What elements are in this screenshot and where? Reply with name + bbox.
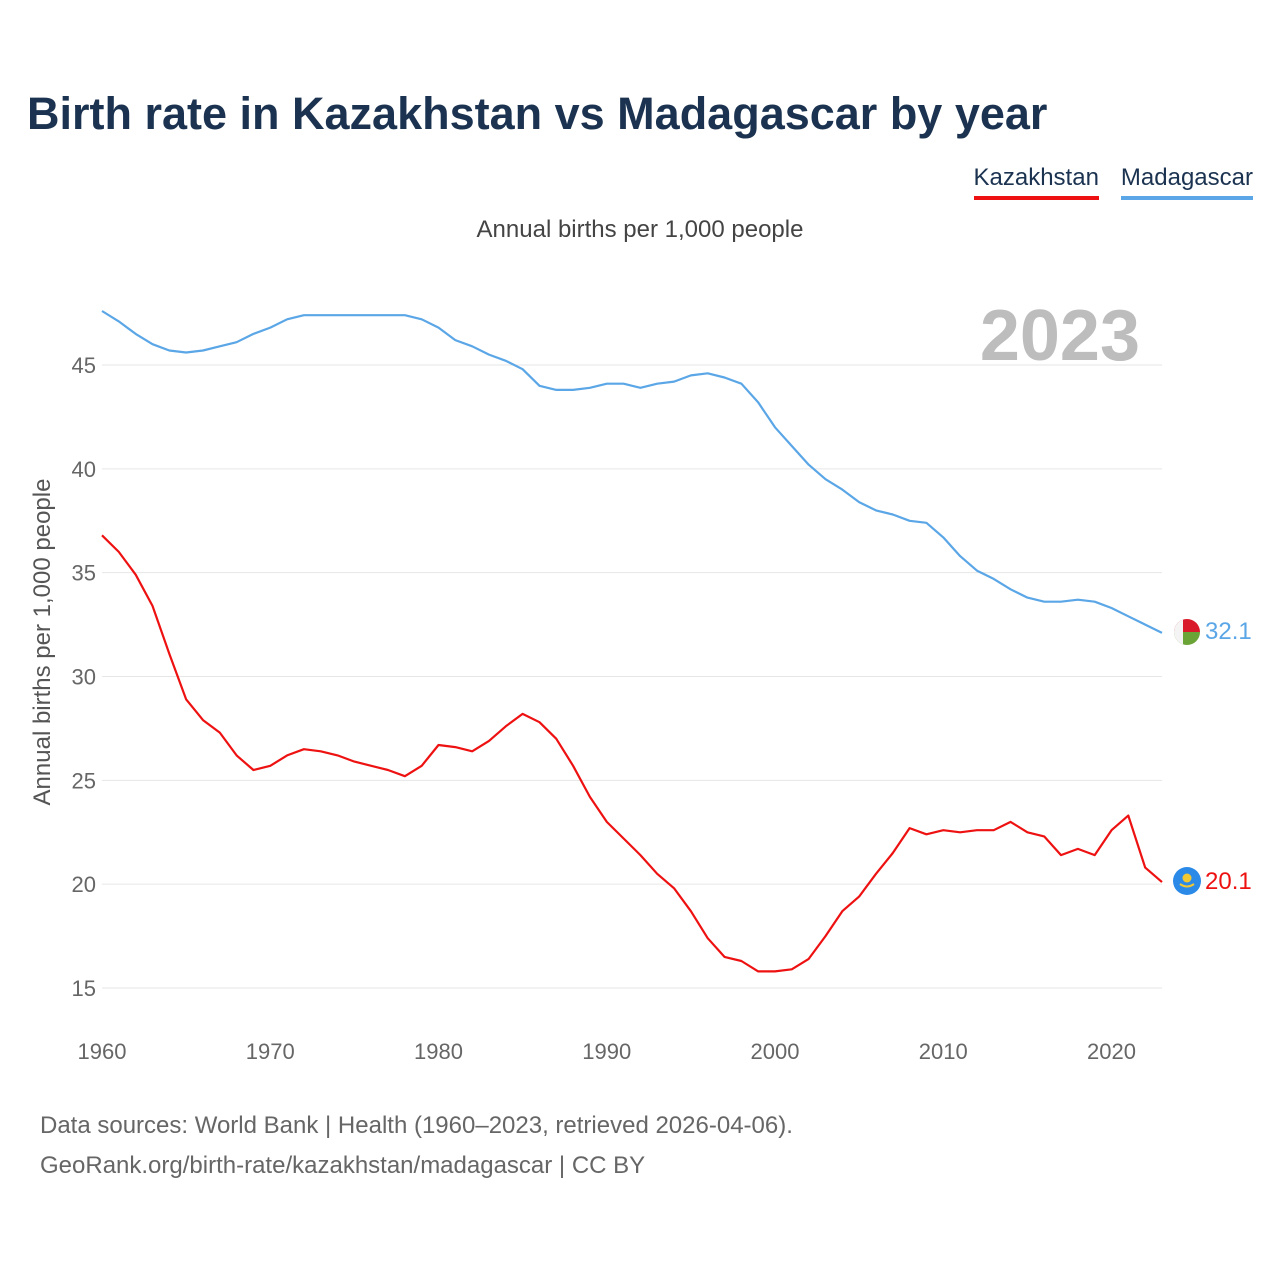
x-tick-label: 1990 (582, 1039, 631, 1064)
y-axis-ticks: 15 20 25 30 35 40 45 (72, 353, 96, 1001)
chart-subtitle: Annual births per 1,000 people (476, 216, 804, 243)
y-tick-label: 45 (72, 353, 96, 378)
gridlines (102, 364, 1162, 989)
y-axis-label: Annual births per 1,000 people (29, 479, 56, 806)
series-line-kazakhstan[interactable] (101, 534, 1163, 973)
madagascar-flag-icon (1174, 619, 1200, 645)
madagascar-end-value: 32.1 (1205, 618, 1252, 645)
y-tick-label: 15 (72, 976, 96, 1001)
x-tick-label: 2010 (919, 1039, 968, 1064)
page-title: Birth rate in Kazakhstan vs Madagascar b… (27, 88, 1048, 139)
kazakhstan-flag-icon (1173, 867, 1201, 895)
source-line: Data sources: World Bank | Health (1960–… (40, 1112, 793, 1139)
series-lines (101, 310, 1163, 973)
x-tick-label: 1970 (246, 1039, 295, 1064)
x-tick-label: 1980 (414, 1039, 463, 1064)
y-tick-label: 30 (72, 665, 96, 690)
series-line-madagascar[interactable] (101, 310, 1163, 634)
kazakhstan-end-value: 20.1 (1205, 868, 1252, 895)
y-tick-label: 35 (72, 561, 96, 586)
legend: Kazakhstan Madagascar (973, 164, 1253, 200)
x-tick-label: 2000 (751, 1039, 800, 1064)
y-tick-label: 20 (72, 872, 96, 897)
legend-item-madagascar[interactable]: Madagascar (1120, 164, 1253, 200)
x-tick-label: 2020 (1087, 1039, 1136, 1064)
legend-item-kazakhstan[interactable]: Kazakhstan (973, 164, 1099, 200)
year-label: 2023 (980, 296, 1140, 376)
x-axis-ticks: 1960 1970 1980 1990 2000 2010 2020 (78, 1039, 1136, 1064)
x-tick-label: 1960 (78, 1039, 127, 1064)
y-tick-label: 25 (72, 768, 96, 793)
y-tick-label: 40 (72, 457, 96, 482)
source-url: GeoRank.org/birth-rate/kazakhstan/madaga… (40, 1152, 646, 1179)
data-sources: Data sources: World Bank | Health (1960–… (40, 1106, 793, 1186)
